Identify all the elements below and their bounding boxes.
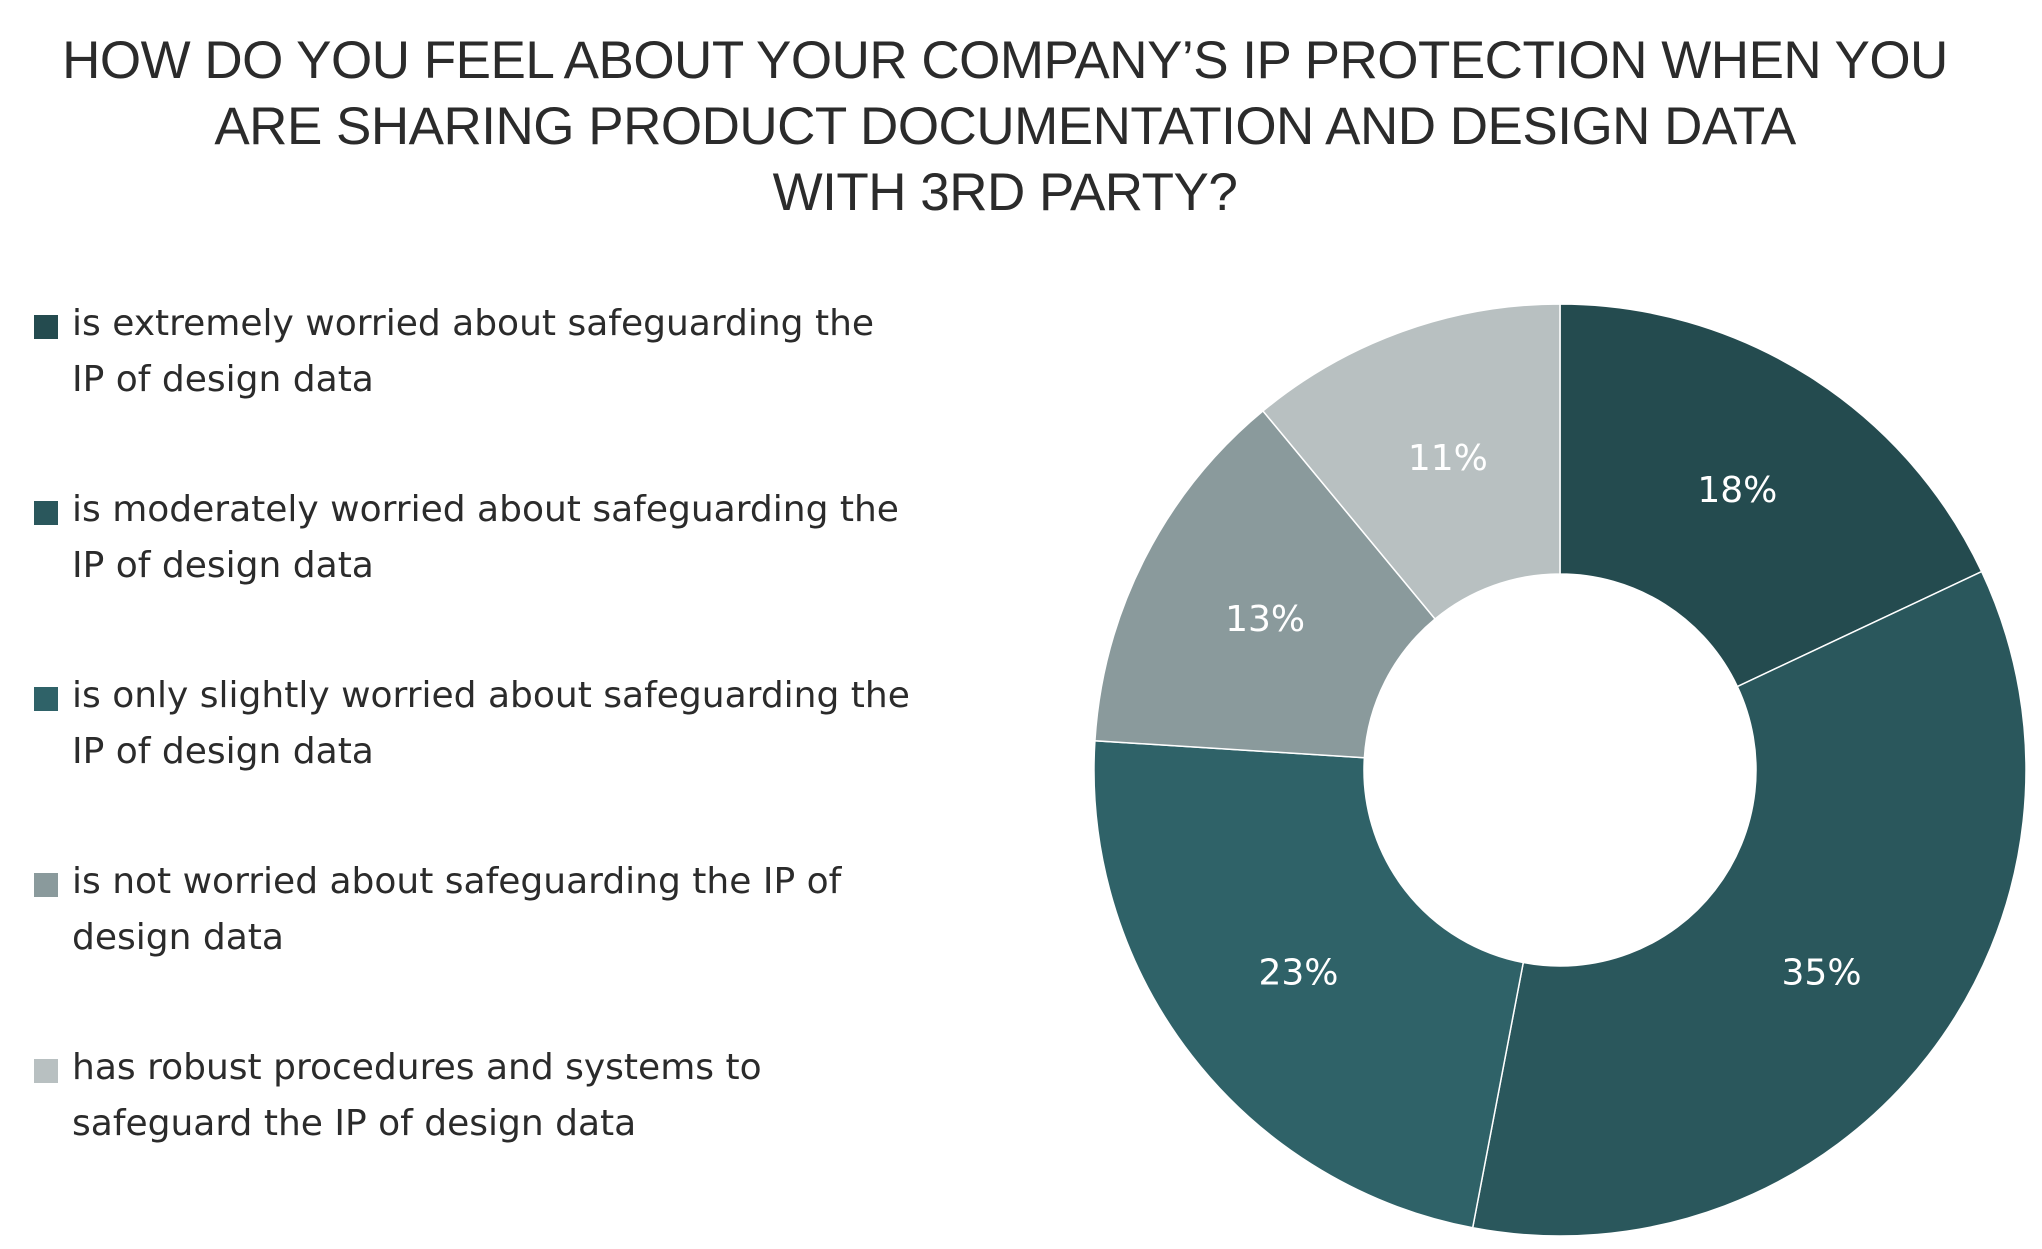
chart-title-line-1: HOW DO YOU FEEL ABOUT YOUR COMPANY’S IP … <box>62 31 1948 90</box>
legend-swatch <box>34 501 58 525</box>
legend-label: has robust procedures and systems to saf… <box>72 1047 762 1144</box>
slice-data-label: 35% <box>1782 952 1862 993</box>
legend-item: is extremely worried about safeguarding … <box>32 296 912 482</box>
donut-slice <box>1559 303 1983 688</box>
slice-data-label: 23% <box>1258 952 1338 993</box>
chart-title: HOW DO YOU FEEL ABOUT YOUR COMPANY’S IP … <box>0 28 2010 226</box>
chart-legend: is extremely worried about safeguarding … <box>32 296 912 1226</box>
slice-data-label: 18% <box>1697 470 1777 511</box>
legend-item: has robust procedures and systems to saf… <box>32 1040 912 1226</box>
legend-swatch <box>34 687 58 711</box>
legend-label: is only slightly worried about safeguard… <box>72 675 910 772</box>
legend-item: is only slightly worried about safeguard… <box>32 668 912 854</box>
legend-swatch <box>34 873 58 897</box>
donut-slice <box>1471 570 2027 1237</box>
legend-label: is not worried about safeguarding the IP… <box>72 861 842 958</box>
legend-label: is extremely worried about safeguarding … <box>72 303 875 400</box>
legend-item: is not worried about safeguarding the IP… <box>32 854 912 1040</box>
donut-slice <box>1261 303 1561 621</box>
legend-swatch <box>34 1059 58 1083</box>
legend-swatch <box>34 315 58 339</box>
chart-title-line-3: WITH 3RD PARTY? <box>772 163 1238 222</box>
legend-item: is moderately worried about safeguarding… <box>32 482 912 668</box>
chart-title-line-2: ARE SHARING PRODUCT DOCUMENTATION AND DE… <box>214 97 1796 156</box>
slice-data-label: 11% <box>1408 438 1488 479</box>
donut-slice <box>1094 409 1437 759</box>
slice-data-label: 13% <box>1225 599 1305 640</box>
donut-slice <box>1093 739 1525 1229</box>
legend-label: is moderately worried about safeguarding… <box>72 489 899 586</box>
